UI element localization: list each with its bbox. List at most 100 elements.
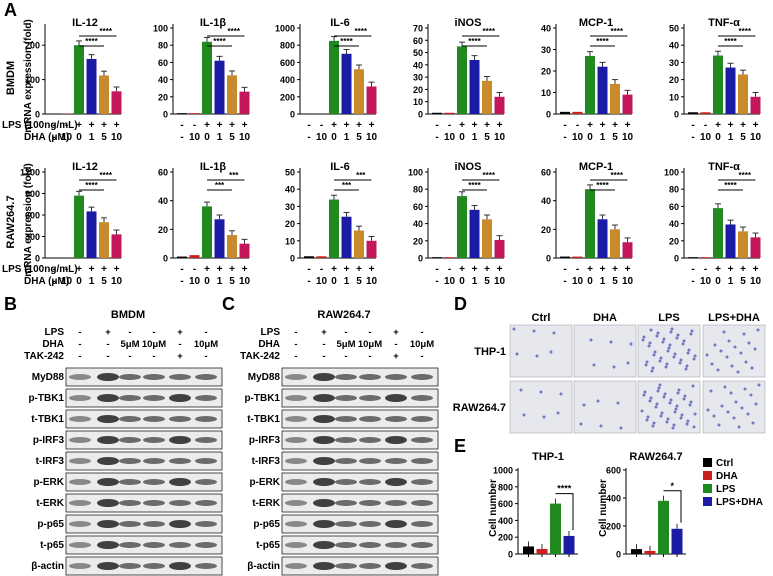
sig-stars: **** [468, 181, 481, 190]
cell-dot [653, 350, 657, 354]
cell-dot [685, 422, 689, 426]
y-tick-label: 400 [606, 494, 621, 504]
row-label: BMDM [5, 61, 17, 95]
panelC-band [285, 542, 307, 548]
cell-dot [683, 394, 687, 398]
dha-cond: 5 [484, 132, 490, 143]
bar [444, 112, 455, 114]
y-tick-label: 1200 [20, 168, 40, 178]
cell-dot [641, 338, 645, 342]
cell-dot [673, 352, 677, 356]
lps-cond: - [435, 264, 438, 275]
sig-stars: **** [724, 181, 737, 190]
dha-cond: 10 [444, 276, 456, 287]
cell-dot [667, 346, 671, 350]
cell-dot [674, 407, 678, 411]
y-tick-label: 80 [669, 185, 679, 195]
panelC-band [285, 479, 307, 485]
panelC-band [285, 458, 307, 464]
panelC-band [335, 374, 357, 380]
panelC-cond-value: - [368, 351, 371, 362]
cell-dot [751, 421, 755, 425]
cell-dot [644, 363, 648, 367]
cell-dot [717, 423, 721, 427]
transwell-image [702, 324, 766, 378]
panelC-band [359, 416, 381, 422]
sig-stars: **** [611, 27, 624, 36]
panelC-cond-label: LPS [261, 327, 281, 338]
panelB-cond-value: - [152, 327, 155, 338]
legend-swatch [703, 458, 712, 467]
cell-dot [723, 385, 727, 389]
bar [700, 257, 711, 258]
dha-cond: 10 [366, 276, 378, 287]
panelB-band [195, 500, 217, 506]
cell-dot [753, 347, 757, 351]
dha-cond: 0 [459, 132, 465, 143]
lps-cond: + [728, 120, 734, 131]
bar [86, 211, 97, 258]
cell-dot [665, 420, 669, 424]
legend-label: DHA [716, 471, 738, 482]
bar [523, 546, 534, 554]
y-tick-label: 10 [669, 92, 679, 102]
cell-dot [727, 339, 731, 343]
panelB-band [119, 542, 141, 548]
cell-dot [643, 390, 647, 394]
bar [341, 216, 352, 258]
panelC-band [359, 395, 381, 401]
panelB-band [169, 436, 191, 444]
panelB-cond-value: 5μM [120, 339, 139, 350]
lps-cond: + [204, 120, 210, 131]
dha-cond: 5 [229, 276, 235, 287]
cell-dot [668, 401, 672, 405]
cell-dot [654, 405, 658, 409]
panelC-blot-label: t-TBK1 [247, 414, 280, 425]
panelC-band [359, 542, 381, 548]
dha-cond: 0 [76, 276, 82, 287]
panelB-band [143, 542, 165, 548]
panelC-blot-label: t-IRF3 [252, 456, 281, 467]
dha-cond: 1 [600, 276, 606, 287]
y-tick-label: 20 [285, 219, 295, 229]
lps-cond: - [320, 120, 323, 131]
y-tick-label: 0 [35, 110, 40, 120]
cell-dot [686, 419, 690, 423]
panelB-band [69, 563, 91, 569]
cell-dot [729, 391, 733, 395]
lps-cond: - [691, 120, 694, 131]
cell-dot [671, 426, 675, 430]
lps-cond: - [65, 264, 68, 275]
panelC-band [335, 563, 357, 569]
y-tick-label: 80 [158, 41, 168, 51]
y-tick-label: 200 [606, 522, 621, 532]
panelB-blot-label: t-ERK [36, 498, 65, 509]
panelC-band [411, 521, 433, 527]
panelC-band [335, 458, 357, 464]
bar [99, 75, 109, 114]
lps-cond: + [369, 264, 375, 275]
y-tick-label: 40 [413, 60, 423, 70]
cell-dot [659, 356, 663, 360]
cell-dot [678, 361, 682, 365]
cell-dot [609, 340, 613, 344]
panelB-band [97, 457, 119, 465]
y-tick-label: 1000 [493, 466, 513, 476]
panelB-band [195, 395, 217, 401]
panelB-band [195, 374, 217, 380]
cell-dot [662, 395, 666, 399]
dha-cond: 10 [700, 132, 712, 143]
y-tick-label: 0 [674, 110, 679, 120]
dha-cond: 10 [700, 276, 712, 287]
sig-stars: **** [355, 27, 368, 36]
bar [366, 86, 377, 114]
panelB-band [119, 395, 141, 401]
cell-dot [725, 355, 729, 359]
dha-cond: - [691, 132, 694, 143]
panelC-cond-value: - [420, 351, 423, 362]
cell-dot [692, 425, 696, 429]
bar [202, 206, 212, 258]
dha-cond: - [307, 132, 310, 143]
panelC-band [285, 374, 307, 380]
